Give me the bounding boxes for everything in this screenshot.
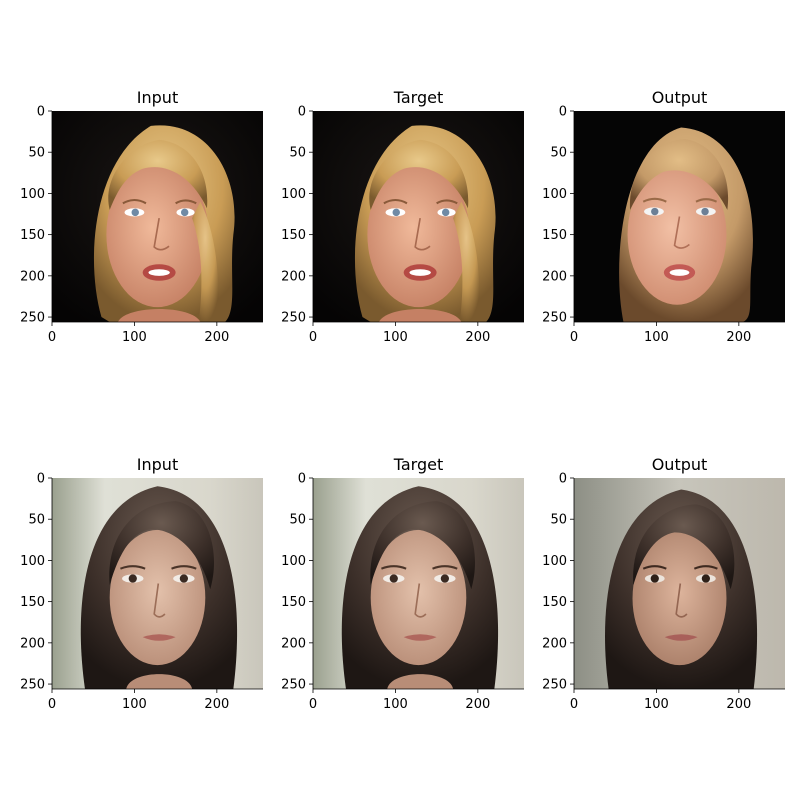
y-tick-label: 100 [20,187,45,202]
x-tick-label: 0 [570,330,578,345]
y-tick-label: 0 [559,105,567,120]
y-tick-label: 0 [37,472,45,487]
y-tick-label: 50 [28,513,45,528]
y-tick-label: 250 [20,311,45,326]
y-tick-label: 150 [281,228,306,243]
x-tick-label: 200 [465,330,490,345]
panel-title: Input [137,88,178,107]
x-tick-label: 100 [644,330,669,345]
y-tick-label: 50 [28,146,45,161]
y-tick-label: 200 [542,636,567,651]
panel-title: Output [652,88,708,107]
panel-title: Target [393,455,444,474]
y-tick-label: 200 [281,636,306,651]
x-tick-label: 0 [570,697,578,712]
y-tick-label: 200 [20,636,45,651]
y-tick-label: 0 [37,105,45,120]
y-tick-label: 100 [542,187,567,202]
face-image [52,111,263,322]
x-tick-label: 100 [122,697,147,712]
y-tick-label: 50 [289,513,306,528]
x-tick-label: 0 [48,330,56,345]
x-tick-label: 100 [383,330,408,345]
y-tick-label: 200 [281,269,306,284]
y-tick-label: 250 [281,311,306,326]
panel-title: Target [393,88,444,107]
y-tick-label: 100 [542,554,567,569]
panel-title: Output [652,455,708,474]
x-tick-label: 100 [122,330,147,345]
x-tick-label: 200 [204,697,229,712]
y-tick-label: 150 [281,595,306,610]
y-tick-label: 100 [20,554,45,569]
y-tick-label: 100 [281,187,306,202]
face-image [52,478,263,689]
y-tick-label: 150 [20,595,45,610]
y-tick-label: 200 [20,269,45,284]
y-tick-label: 200 [542,269,567,284]
y-tick-label: 0 [559,472,567,487]
y-tick-label: 250 [20,678,45,693]
x-tick-label: 100 [383,697,408,712]
y-tick-label: 100 [281,554,306,569]
face-image [313,111,524,322]
y-tick-label: 250 [281,678,306,693]
panel-title: Input [137,455,178,474]
x-tick-label: 0 [48,697,56,712]
x-tick-label: 200 [465,697,490,712]
y-tick-label: 0 [298,472,306,487]
face-image [574,111,785,322]
face-image [574,478,785,689]
y-tick-label: 50 [550,513,567,528]
y-tick-label: 150 [542,228,567,243]
x-tick-label: 100 [644,697,669,712]
y-tick-label: 50 [550,146,567,161]
y-tick-label: 150 [20,228,45,243]
x-tick-label: 200 [726,697,751,712]
y-tick-label: 250 [542,678,567,693]
y-tick-label: 0 [298,105,306,120]
face-image [313,478,524,689]
x-tick-label: 0 [309,330,317,345]
x-tick-label: 200 [204,330,229,345]
y-tick-label: 50 [289,146,306,161]
y-tick-label: 150 [542,595,567,610]
y-tick-label: 250 [542,311,567,326]
x-tick-label: 0 [309,697,317,712]
x-tick-label: 200 [726,330,751,345]
